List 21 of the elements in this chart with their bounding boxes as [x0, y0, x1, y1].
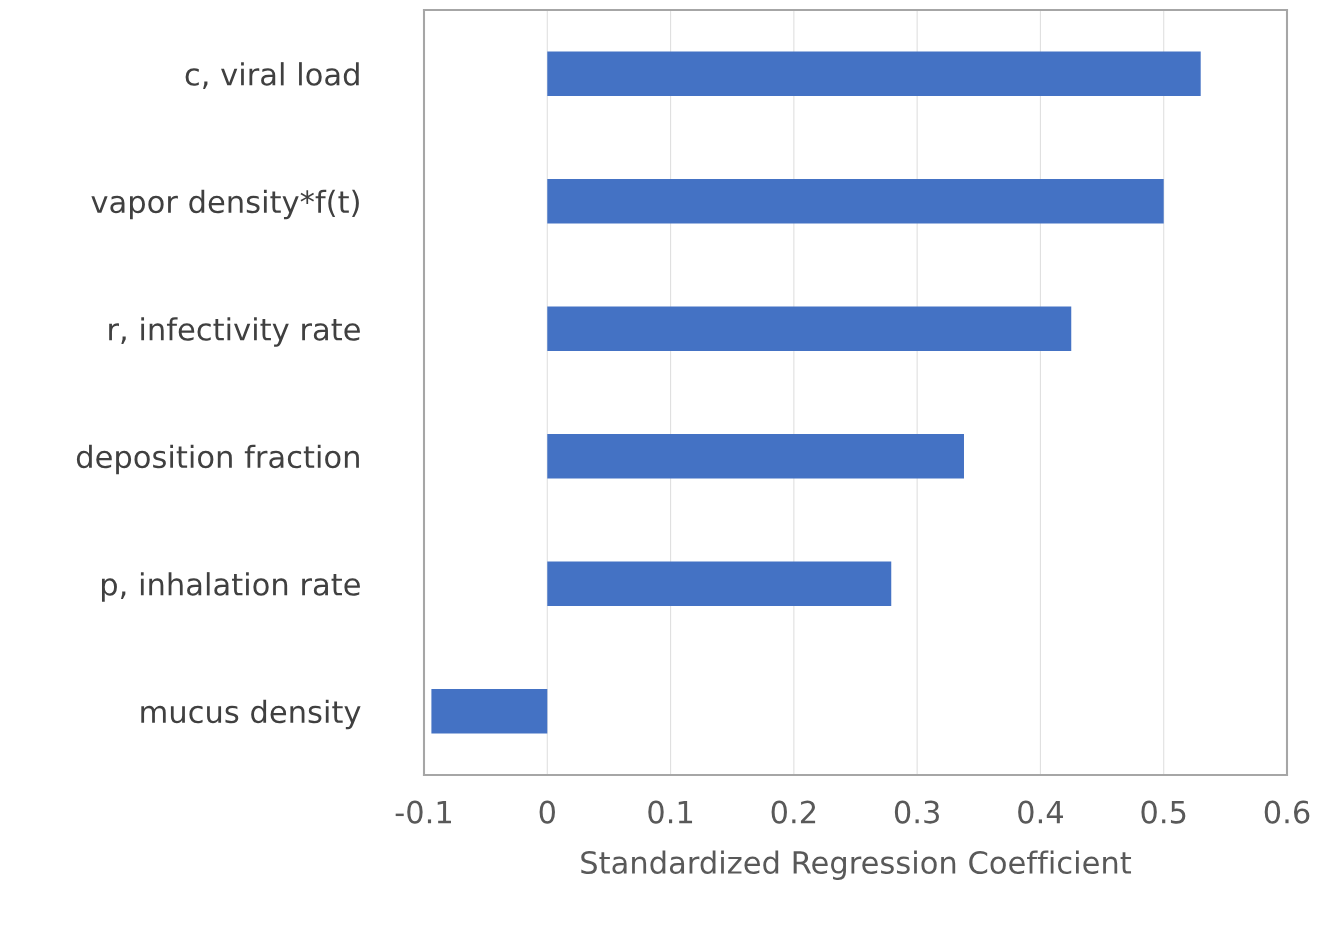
bar — [547, 306, 1072, 352]
x-tick-label: 0.1 — [648, 800, 693, 824]
y-tick-label: vapor density*f(t) — [91, 189, 359, 220]
y-tick-label: mucus density — [141, 699, 361, 730]
bar — [547, 561, 892, 607]
x-tick-label: 0.3 — [894, 800, 939, 824]
y-tick-label: r, infectivity rate — [109, 317, 360, 347]
x-tick-label: 0 — [539, 800, 555, 824]
bar — [547, 433, 964, 479]
y-tick-label: c, viral load — [185, 62, 359, 89]
bar — [431, 688, 548, 734]
x-tick-label: 0.5 — [1141, 800, 1186, 824]
x-tick-label: 0.4 — [1018, 800, 1064, 824]
y-tick-label: deposition fraction — [76, 444, 359, 475]
x-tick-label: 0.2 — [771, 800, 816, 824]
bar — [547, 178, 1164, 224]
x-tick-label: 0.6 — [1264, 800, 1310, 824]
y-tick-label: p, inhalation rate — [101, 572, 360, 602]
bar — [547, 51, 1201, 97]
x-axis-title: Standardized Regression Coefficient — [581, 850, 1132, 880]
x-tick-label: -0.1 — [395, 800, 451, 824]
